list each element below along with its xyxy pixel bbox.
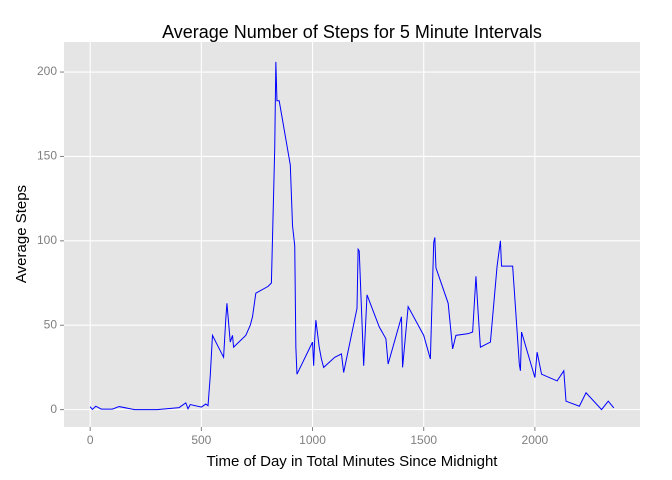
x-tick-label: 0 xyxy=(87,433,94,447)
chart-title: Average Number of Steps for 5 Minute Int… xyxy=(162,22,542,42)
y-tick-label: 150 xyxy=(37,149,57,163)
y-axis-title: Average Steps xyxy=(13,185,30,283)
y-tick-label: 0 xyxy=(50,402,57,416)
x-tick-label: 2000 xyxy=(522,433,549,447)
y-tick-label: 200 xyxy=(37,64,57,78)
data-line xyxy=(89,61,615,411)
x-tick-label: 1000 xyxy=(299,433,326,447)
x-axis-title: Time of Day in Total Minutes Since Midni… xyxy=(207,453,499,470)
panel xyxy=(64,42,640,427)
x-tick-label: 500 xyxy=(191,433,211,447)
y-tick-label: 100 xyxy=(37,233,57,247)
y-tick-label: 50 xyxy=(44,317,58,331)
x-tick-label: 1500 xyxy=(410,433,437,447)
